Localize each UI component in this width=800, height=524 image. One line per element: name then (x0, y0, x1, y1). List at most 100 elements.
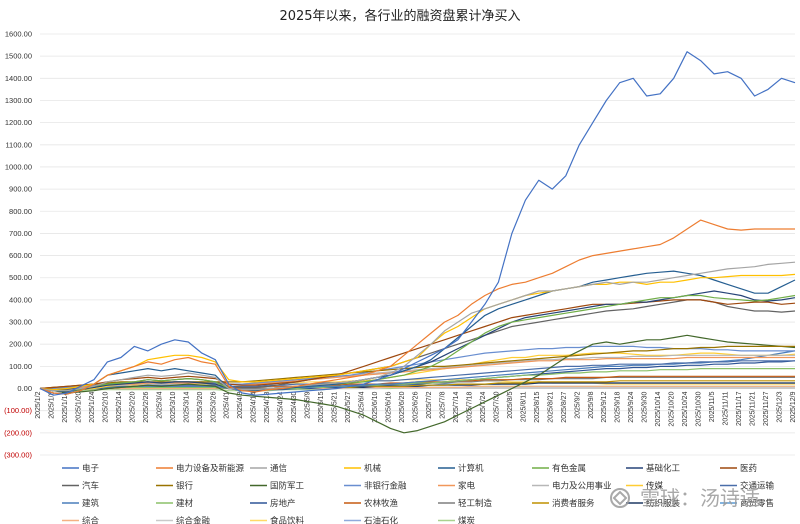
legend-label: 综合 (82, 516, 100, 524)
xueqiu-logo-icon (610, 488, 630, 508)
y-tick-label: 1600.00 (5, 30, 32, 39)
y-tick-label: (200.00) (4, 428, 32, 437)
x-tick-label: 2025/4/8 (237, 391, 244, 418)
x-tick-label: 2025/1/2 (35, 391, 42, 418)
legend-label: 农林牧渔 (364, 498, 399, 509)
x-tick-label: 2025/8/15 (534, 391, 541, 422)
x-tick-label: 2025/4/14 (251, 391, 258, 422)
x-tick-label: 2025/9/12 (601, 391, 608, 422)
x-tick-label: 2025/4/18 (264, 391, 271, 422)
x-tick-label: 2025/5/9 (305, 391, 312, 418)
legend-label: 电力及公用事业 (552, 481, 612, 492)
x-tick-label: 2025/3/4 (156, 391, 163, 418)
x-tick-label: 2025/8/27 (561, 391, 568, 422)
legend-label: 通信 (270, 463, 288, 474)
y-tick-label: 1100.00 (5, 140, 32, 149)
x-tick-label: 2025/11/27 (763, 391, 770, 426)
legend-label: 石油石化 (364, 516, 399, 524)
x-tick-label: 2025/1/14 (62, 391, 69, 422)
x-tick-label: 2025/7/30 (493, 391, 500, 422)
x-tick-label: 2025/3/20 (197, 391, 204, 422)
legend-label: 基础化工 (646, 463, 681, 474)
legend-label: 煤炭 (458, 516, 476, 524)
series-line-10 (39, 334, 796, 434)
plot-area (39, 51, 796, 434)
x-tick-label: 2025/8/11 (520, 391, 527, 422)
x-tick-label: 2025/4/30 (291, 391, 298, 422)
series-line-5 (39, 294, 796, 392)
x-tick-label: 2025/6/4 (359, 391, 366, 418)
legend-label: 汽车 (82, 481, 99, 492)
y-axis: 1600.00 1500.00 1400.00 1300.00 1200.00 1100.… (4, 30, 32, 460)
y-tick-label: 500.00 (9, 273, 32, 282)
series-line-15 (40, 360, 795, 390)
x-axis: 2025/1/2 2025/1/8 2025/1/14 2025/1/20 2025/1… (35, 391, 797, 426)
legend-label: 电力设备及新能源 (176, 463, 245, 474)
series-line-13 (40, 354, 795, 390)
legend-label: 有色金属 (552, 463, 586, 474)
series-line-9 (39, 345, 795, 390)
x-tick-label: 2025/10/20 (669, 391, 676, 426)
x-tick-label: 2025/6/20 (399, 391, 406, 422)
x-tick-label: 2025/11/5 (709, 391, 716, 422)
x-tick-label: 2025/8/5 (507, 391, 514, 418)
y-tick-label: 700.00 (9, 229, 32, 238)
x-tick-label: 2025/11/11 (723, 391, 730, 425)
x-tick-label: 2025/10/14 (655, 391, 662, 426)
x-tick-label: 2025/9/30 (642, 391, 649, 422)
x-tick-label: 2025/10/24 (682, 391, 689, 426)
x-tick-label: 2025/9/18 (615, 391, 622, 422)
series-line-2 (39, 261, 796, 392)
legend-label: 建筑 (82, 498, 100, 509)
x-tick-label: 2025/6/10 (372, 391, 379, 422)
legend-label: 家电 (458, 481, 476, 492)
x-tick-label: 2025/9/8 (588, 391, 595, 418)
series-line-4 (39, 270, 796, 395)
x-tick-label: 2025/2/14 (116, 391, 123, 422)
series-line-7 (39, 299, 796, 390)
x-tick-label: 2025/9/24 (628, 391, 635, 422)
x-tick-label: 2025/1/20 (75, 391, 82, 422)
x-tick-label: 2025/3/26 (210, 391, 217, 422)
series-line-24 (40, 385, 795, 390)
legend-label: 医药 (740, 463, 757, 474)
x-tick-label: 2025/4/24 (278, 391, 285, 422)
legend-label: 机械 (364, 463, 382, 474)
x-tick-label: 2025/1/24 (89, 391, 96, 422)
x-tick-label: 2025/7/24 (480, 391, 487, 422)
x-tick-label: 2025/4/1 (224, 391, 231, 418)
x-tick-label: 2025/7/14 (453, 391, 460, 422)
legend-label: 建材 (176, 498, 194, 509)
legend-label: 银行 (176, 481, 194, 492)
x-tick-label: 2025/2/20 (129, 391, 136, 422)
legend-label: 综合金融 (176, 516, 211, 524)
watermark-text: 雪球：汤诗适 (640, 486, 760, 510)
legend-label: 轻工制造 (458, 498, 493, 509)
x-tick-label: 2025/7/18 (466, 391, 473, 422)
y-tick-label: 1200.00 (5, 118, 32, 127)
x-tick-label: 2025/5/21 (332, 391, 339, 422)
y-tick-label: 900.00 (9, 185, 32, 194)
legend-label: 计算机 (458, 463, 484, 474)
series-line-3 (39, 273, 796, 391)
x-tick-label: 2025/8/21 (547, 391, 554, 422)
series-line-17 (39, 368, 795, 391)
x-tick-label: 2025/10/30 (696, 391, 703, 426)
y-tick-label: 200.00 (9, 340, 32, 349)
series-line-0 (39, 51, 796, 396)
y-tick-label: 1400.00 (5, 74, 32, 83)
x-tick-label: 2025/11/21 (750, 391, 757, 426)
series-line-1 (39, 219, 795, 395)
y-tick-label: 0.00 (17, 384, 32, 393)
y-tick-label: 1300.00 (5, 96, 32, 105)
x-tick-label: 2025/5/27 (345, 391, 352, 422)
x-tick-label: 2025/11/17 (736, 391, 743, 426)
legend-label: 消费者服务 (552, 498, 595, 509)
x-tick-label: 2025/1/8 (48, 391, 55, 418)
x-tick-label: 2025/5/15 (318, 391, 325, 422)
y-tick-label: 1500.00 (5, 52, 32, 61)
x-tick-label: 2025/9/2 (574, 391, 581, 418)
legend-label: 电子 (82, 463, 100, 474)
